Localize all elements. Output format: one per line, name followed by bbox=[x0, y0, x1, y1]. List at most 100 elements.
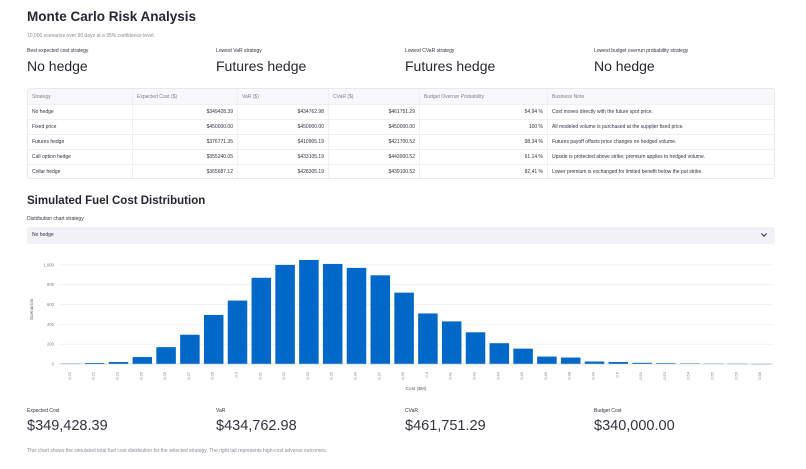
y-tick-label: 400 bbox=[47, 322, 55, 327]
table-cell[interactable]: $450000.00 bbox=[133, 120, 238, 134]
x-tick-label: 0.31 bbox=[257, 371, 262, 380]
x-tick-label: 0.28 bbox=[210, 371, 215, 380]
histogram-bar bbox=[656, 363, 676, 364]
histogram-bar bbox=[394, 292, 414, 364]
metric-label: Best expected cost strategy bbox=[27, 48, 89, 54]
table-cell[interactable]: $439100.52 bbox=[329, 165, 420, 178]
histogram-bar bbox=[251, 277, 272, 364]
metric-value: No hedge bbox=[594, 58, 655, 74]
table-cell[interactable]: 61,14 % bbox=[420, 150, 548, 164]
x-tick-label: 0.48 bbox=[567, 371, 572, 380]
histogram-bar bbox=[465, 332, 486, 364]
table-cell[interactable]: Call option hedge bbox=[28, 150, 133, 164]
x-tick-label: 0.33 bbox=[305, 371, 310, 380]
column-header[interactable]: Budget Overrun Probability bbox=[420, 89, 548, 104]
table-cell[interactable]: Futures payoff offsets price changes on … bbox=[552, 139, 677, 145]
metric-value: $349,428.39 bbox=[27, 418, 108, 434]
table-cell[interactable]: Lower premium is exchanged for limited b… bbox=[552, 169, 703, 175]
column-header[interactable]: Expected Cost ($) bbox=[133, 89, 238, 104]
table-cell[interactable]: $410905.19 bbox=[238, 135, 329, 149]
x-tick-label: 0.32 bbox=[281, 371, 286, 380]
table-cell[interactable]: Futures hedge bbox=[28, 135, 133, 149]
table-cell[interactable]: Fixed price bbox=[28, 120, 133, 134]
table-row: Fixed price $450000.00 $450000.00 $45000… bbox=[28, 120, 774, 135]
table-row: Futures hedge $376771.35 $410905.19 $421… bbox=[28, 135, 774, 150]
metric-cvar: CVaR $461,751.29 bbox=[405, 408, 585, 434]
x-tick-label: 0.56 bbox=[733, 371, 738, 380]
histogram-bar bbox=[418, 313, 438, 364]
metric-label: Budget Cost bbox=[594, 408, 622, 414]
chart-caption: This chart shows the simulated total fue… bbox=[27, 448, 327, 454]
metric-value: $461,751.29 bbox=[405, 418, 486, 434]
table-cell[interactable]: All modeled volume is purchased at the s… bbox=[552, 124, 684, 130]
metric-label: Lowest VaR strategy bbox=[216, 48, 262, 54]
table-cell[interactable]: $355240.05 bbox=[133, 150, 238, 164]
column-header[interactable]: Strategy bbox=[28, 89, 133, 104]
table-cell[interactable]: 100 % bbox=[420, 120, 548, 134]
column-header[interactable]: VaR ($) bbox=[238, 89, 329, 104]
x-tick-label: 0.35 bbox=[329, 371, 334, 380]
table-cell[interactable]: $434762.98 bbox=[238, 105, 329, 119]
x-tick-label: 0.42 bbox=[472, 371, 477, 380]
table-cell[interactable]: 98,34 % bbox=[420, 135, 548, 149]
table-cell[interactable]: Upside is protected above strike; premiu… bbox=[552, 154, 706, 160]
x-tick-label: 0.55 bbox=[710, 371, 715, 380]
strategy-select[interactable]: No hedge bbox=[27, 227, 775, 244]
table-cell[interactable]: $376771.35 bbox=[133, 135, 238, 149]
metric-lowest-var: Lowest VaR strategy Futures hedge bbox=[216, 48, 396, 74]
metric-budget-cost: Budget Cost $340,000.00 bbox=[594, 408, 774, 434]
y-tick-label: 1,000 bbox=[44, 262, 55, 267]
x-tick-label: 0.21 bbox=[67, 371, 72, 380]
metric-label: Lowest budget overrun probability strate… bbox=[594, 48, 689, 54]
metric-value: $434,762.98 bbox=[216, 418, 297, 434]
histogram-bar bbox=[513, 348, 533, 364]
table-cell[interactable]: 82,41 % bbox=[420, 165, 548, 178]
x-tick-label: 0.49 bbox=[591, 371, 596, 380]
histogram-bar bbox=[346, 267, 367, 364]
table-row: No hedge $349428.39 $434762.98 $461751.2… bbox=[28, 105, 774, 120]
histogram-bar bbox=[275, 264, 295, 364]
histogram-bar bbox=[299, 259, 319, 364]
x-tick-label: 0.3 bbox=[234, 371, 239, 377]
x-tick-label: 0.23 bbox=[115, 371, 120, 380]
table-cell[interactable]: $443900.52 bbox=[329, 150, 420, 164]
chevron-down-icon[interactable] bbox=[760, 231, 768, 239]
x-tick-label: 0.22 bbox=[91, 371, 96, 380]
table-cell[interactable]: $450000.00 bbox=[238, 120, 329, 134]
table-cell[interactable]: $461751.29 bbox=[329, 105, 420, 119]
table-cell[interactable]: Cost moves directly with the future spot… bbox=[552, 109, 653, 115]
cost-distribution-chart[interactable]: 0 200 400 600 800 1,000 0.21 0.22 0.23 0.26 0.26 0.… bbox=[27, 249, 777, 397]
metric-value: $340,000.00 bbox=[594, 418, 675, 434]
histogram-bar bbox=[608, 362, 629, 364]
x-tick-label: 0.5 bbox=[614, 371, 619, 377]
x-tick-label: 0.39 bbox=[400, 371, 405, 380]
table-cell[interactable]: $349428.39 bbox=[133, 105, 238, 119]
metric-lowest-cvar: Lowest CVaR strategy Futures hedge bbox=[405, 48, 585, 74]
histogram-bar bbox=[227, 300, 248, 364]
histogram-bar bbox=[180, 334, 200, 364]
column-header[interactable]: CVaR ($) bbox=[329, 89, 420, 104]
section-title: Simulated Fuel Cost Distribution bbox=[27, 195, 206, 207]
table-cell[interactable]: Collar hedge bbox=[28, 165, 133, 178]
metric-var: VaR $434,762.98 bbox=[216, 408, 396, 434]
page-title: Monte Carlo Risk Analysis bbox=[27, 9, 197, 24]
x-tick-label: 0.53 bbox=[662, 371, 667, 380]
table-cell[interactable]: $428305.19 bbox=[238, 165, 329, 178]
column-header[interactable]: Business Note bbox=[552, 94, 585, 100]
table-cell[interactable]: $365687.12 bbox=[133, 165, 238, 178]
table-cell[interactable]: 54,94 % bbox=[420, 105, 548, 119]
x-tick-label: 0.51 bbox=[638, 371, 643, 380]
histogram-bar bbox=[370, 275, 391, 364]
table-cell[interactable]: $421700.52 bbox=[329, 135, 420, 149]
histogram-bar bbox=[156, 347, 176, 364]
table-cell[interactable]: $433105.19 bbox=[238, 150, 329, 164]
histogram-bar bbox=[108, 362, 129, 364]
table-cell[interactable]: No hedge bbox=[28, 105, 133, 119]
table-row: Collar hedge $365687.12 $428305.19 $4391… bbox=[28, 165, 774, 178]
metric-label: VaR bbox=[216, 408, 226, 414]
x-axis-label: Cost ($M) bbox=[405, 386, 426, 392]
strategy-table[interactable]: Strategy Expected Cost ($) VaR ($) CVaR … bbox=[27, 88, 775, 179]
histogram-bar bbox=[203, 314, 224, 364]
x-tick-label: 0.46 bbox=[543, 371, 548, 380]
table-cell[interactable]: $450000.00 bbox=[329, 120, 420, 134]
